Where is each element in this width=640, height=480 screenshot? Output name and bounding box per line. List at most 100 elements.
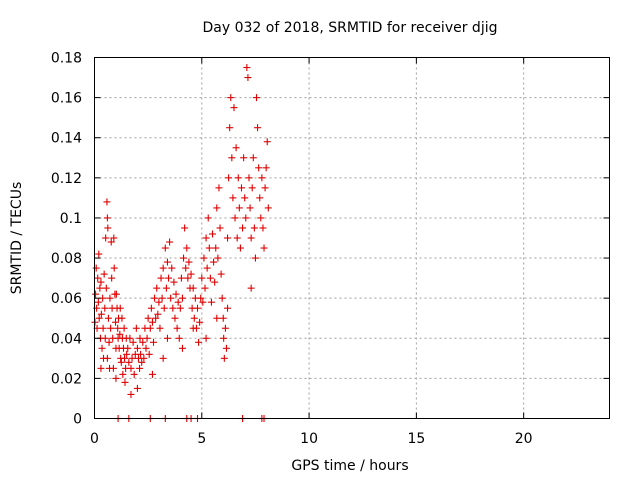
- y-tick-label: 0.16: [51, 91, 82, 107]
- data-point: [123, 350, 131, 358]
- data-point: [209, 230, 217, 238]
- y-tick-label: 0.02: [51, 371, 82, 387]
- data-point: [221, 324, 229, 332]
- data-point: [92, 290, 100, 298]
- data-point: [213, 204, 221, 212]
- data-point: [167, 294, 175, 302]
- data-point: [236, 244, 244, 252]
- data-point: [244, 74, 252, 82]
- data-point: [132, 324, 140, 332]
- data-point: [181, 224, 189, 232]
- data-point: [247, 284, 255, 292]
- data-point: [116, 304, 124, 312]
- data-point: [150, 338, 158, 346]
- data-point: [220, 354, 228, 362]
- data-point: [103, 198, 111, 206]
- data-point: [116, 330, 124, 338]
- data-point: [127, 390, 135, 398]
- data-point: [148, 370, 156, 378]
- plot-frame: [94, 57, 610, 419]
- data-point: [210, 258, 218, 266]
- data-point: [143, 334, 151, 342]
- axis-ticks: [94, 57, 610, 419]
- data-point: [262, 164, 270, 172]
- data-point: [103, 354, 111, 362]
- data-point: [237, 184, 245, 192]
- y-axis-label: SRMTID / TECUs: [9, 182, 25, 295]
- data-point: [154, 310, 162, 318]
- data-point: [100, 270, 108, 278]
- data-point: [195, 338, 203, 346]
- data-point: [241, 194, 249, 202]
- x-tick-label: 15: [407, 431, 425, 447]
- data-point: [160, 304, 168, 312]
- data-point: [212, 244, 220, 252]
- data-point: [198, 274, 206, 282]
- data-point: [133, 384, 141, 392]
- x-tick-label: 10: [300, 431, 318, 447]
- data-point: [222, 344, 230, 352]
- data-point: [139, 338, 147, 346]
- data-point: [106, 294, 114, 302]
- data-point: [95, 314, 103, 322]
- data-point: [97, 278, 105, 286]
- data-point: [127, 364, 135, 372]
- data-point: [202, 334, 210, 342]
- data-point: [97, 364, 105, 372]
- data-point: [172, 290, 180, 298]
- data-point: [256, 194, 264, 202]
- data-point: [151, 294, 159, 302]
- data-point: [230, 104, 238, 112]
- data-point: [207, 298, 215, 306]
- data-point: [234, 174, 242, 182]
- data-point: [120, 324, 128, 332]
- data-point: [98, 344, 106, 352]
- data-point: [159, 264, 167, 272]
- data-point: [159, 354, 167, 362]
- data-point: [243, 64, 251, 72]
- data-point: [253, 94, 261, 102]
- data-point: [229, 194, 237, 202]
- data-point: [92, 264, 100, 272]
- data-point: [248, 184, 256, 192]
- data-point: [197, 294, 205, 302]
- data-point: [101, 304, 109, 312]
- data-point: [216, 224, 224, 232]
- data-point: [105, 338, 113, 346]
- y-tick-label: 0.18: [51, 51, 82, 67]
- data-point: [215, 184, 223, 192]
- data-point: [171, 314, 179, 322]
- data-point: [247, 234, 255, 242]
- data-point: [184, 274, 192, 282]
- data-point: [174, 298, 182, 306]
- data-point: [129, 338, 137, 346]
- data-point: [148, 318, 156, 326]
- y-tick-label: 0.12: [51, 171, 82, 187]
- data-point: [218, 294, 226, 302]
- data-point: [136, 364, 144, 372]
- data-point: [189, 324, 197, 332]
- data-point: [144, 314, 152, 322]
- data-point: [232, 144, 240, 152]
- data-point: [107, 324, 115, 332]
- data-point: [260, 244, 268, 252]
- data-point: [163, 334, 171, 342]
- data-point: [205, 244, 213, 252]
- data-point: [108, 274, 116, 282]
- data-point: [94, 274, 102, 282]
- data-point: [226, 124, 234, 132]
- data-point: [227, 94, 235, 102]
- data-point: [156, 324, 164, 332]
- data-point: [189, 284, 197, 292]
- data-point: [228, 154, 236, 162]
- data-point: [211, 278, 219, 286]
- data-point: [219, 314, 227, 322]
- data-point: [178, 294, 186, 302]
- data-point: [110, 264, 118, 272]
- data-point: [264, 204, 272, 212]
- data-point: [147, 304, 155, 312]
- data-point: [138, 358, 146, 366]
- data-point: [251, 254, 259, 262]
- data-point: [199, 298, 207, 306]
- data-point: [194, 304, 201, 312]
